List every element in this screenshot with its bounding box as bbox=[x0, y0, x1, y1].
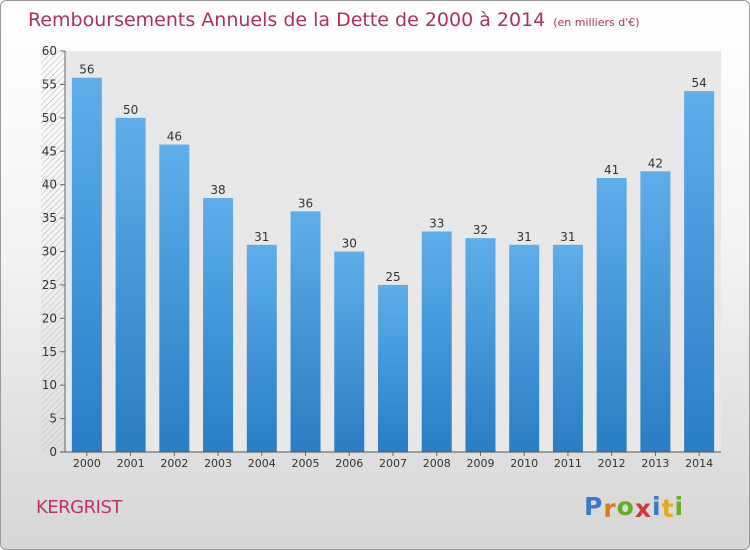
bar-value-label: 31 bbox=[517, 230, 532, 244]
bar-value-label: 54 bbox=[691, 76, 706, 90]
logo-letter: t bbox=[661, 494, 675, 523]
y-tick-label: 35 bbox=[42, 211, 57, 225]
logo-letter: i bbox=[652, 492, 662, 521]
x-tick-label: 2005 bbox=[292, 457, 320, 470]
y-tick-label: 40 bbox=[42, 178, 57, 192]
chart-subtitle: (en milliers d'€) bbox=[553, 16, 640, 29]
bar bbox=[552, 244, 583, 452]
y-tick-label: 5 bbox=[49, 412, 57, 426]
x-tick-label: 2008 bbox=[423, 457, 451, 470]
logo-letter: x bbox=[634, 494, 652, 523]
chart-title-text: Remboursements Annuels de la Dette de 20… bbox=[28, 9, 546, 31]
x-tick-label: 2014 bbox=[685, 457, 713, 470]
bar bbox=[640, 171, 671, 453]
bar-value-label: 42 bbox=[648, 156, 663, 170]
bar-value-label: 30 bbox=[342, 237, 357, 251]
bar bbox=[290, 211, 321, 452]
bar bbox=[203, 198, 234, 452]
bar-value-label: 38 bbox=[210, 183, 225, 197]
x-tick-label: 2009 bbox=[466, 457, 494, 470]
logo-letter: i bbox=[674, 492, 685, 521]
y-tick-label: 50 bbox=[42, 111, 57, 125]
bar-value-label: 50 bbox=[123, 103, 138, 117]
y-tick-label: 60 bbox=[42, 44, 57, 58]
commune-name: KERGRIST bbox=[36, 497, 122, 518]
logo-letter: P bbox=[584, 492, 604, 521]
x-tick-label: 2004 bbox=[248, 457, 276, 470]
bar-value-label: 31 bbox=[254, 230, 269, 244]
x-tick-label: 2000 bbox=[73, 457, 101, 470]
bar-value-label: 32 bbox=[473, 223, 488, 237]
bar-value-label: 46 bbox=[167, 130, 182, 144]
y-tick-label: 15 bbox=[42, 345, 57, 359]
y-tick-label: 20 bbox=[42, 311, 57, 325]
x-tick-label: 2012 bbox=[598, 457, 626, 470]
bar bbox=[421, 231, 452, 452]
bar bbox=[115, 117, 146, 452]
x-tick-label: 2002 bbox=[160, 457, 188, 470]
y-tick-label: 30 bbox=[42, 245, 57, 259]
bar bbox=[684, 91, 715, 452]
x-tick-label: 2003 bbox=[204, 457, 232, 470]
bar bbox=[246, 244, 277, 452]
bar-value-label: 33 bbox=[429, 216, 444, 230]
y-tick-label: 25 bbox=[42, 278, 57, 292]
bar bbox=[334, 251, 365, 452]
y-tick-label: 45 bbox=[42, 144, 57, 158]
x-tick-label: 2011 bbox=[554, 457, 582, 470]
bar bbox=[71, 77, 102, 452]
bar-value-label: 31 bbox=[560, 230, 575, 244]
chart-title: Remboursements Annuels de la Dette de 20… bbox=[28, 9, 640, 31]
logo-letter: o bbox=[616, 492, 635, 521]
proxiti-logo: Proxiti bbox=[584, 492, 685, 523]
y-tick-label: 55 bbox=[42, 77, 57, 91]
bar-value-label: 41 bbox=[604, 163, 619, 177]
bar bbox=[465, 238, 496, 452]
logo-letter: r bbox=[603, 494, 617, 523]
x-tick-label: 2001 bbox=[117, 457, 145, 470]
bar-value-label: 25 bbox=[385, 270, 400, 284]
x-tick-label: 2013 bbox=[641, 457, 669, 470]
x-tick-label: 2010 bbox=[510, 457, 538, 470]
bar bbox=[159, 144, 190, 453]
bar-value-label: 56 bbox=[79, 63, 94, 77]
bar bbox=[378, 284, 408, 452]
bar bbox=[596, 177, 627, 452]
x-tick-label: 2007 bbox=[379, 457, 407, 470]
x-tick-label: 2006 bbox=[335, 457, 363, 470]
bar bbox=[509, 244, 540, 452]
bar-value-label: 36 bbox=[298, 196, 313, 210]
y-tick-label: 0 bbox=[49, 445, 57, 459]
y-tick-label: 10 bbox=[42, 378, 57, 392]
